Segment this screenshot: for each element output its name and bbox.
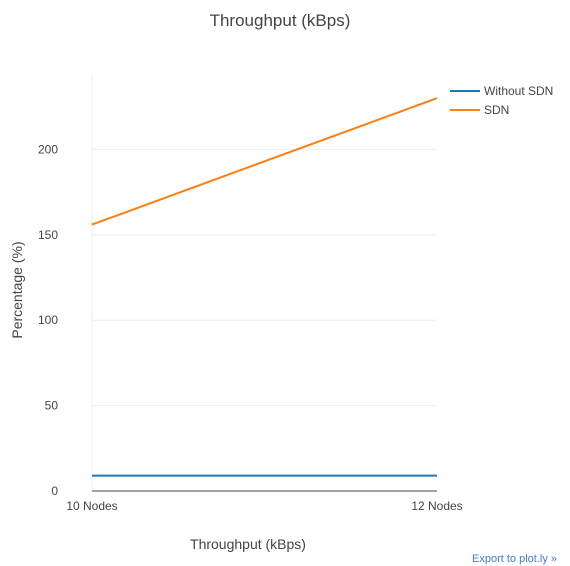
series-line-sdn[interactable] (91, 97, 438, 226)
x-tick-label: 12 Nodes (411, 499, 462, 513)
y-axis-label: Percentage (%) (9, 241, 25, 338)
chart-title: Throughput (kBps) (210, 11, 351, 30)
x-tick-labels: 10 Nodes 12 Nodes (66, 499, 462, 513)
y-tick-label: 100 (38, 313, 58, 327)
y-tick-label: 0 (51, 484, 58, 498)
y-tick-label: 150 (38, 228, 58, 242)
series-lines[interactable] (91, 97, 438, 477)
x-axis-label: Throughput (kBps) (190, 536, 306, 552)
y-tick-label: 50 (45, 399, 59, 413)
gridlines (91, 76, 437, 492)
y-tick-labels: 0 50 100 150 200 (38, 142, 58, 498)
y-tick-label: 200 (38, 142, 58, 156)
x-tick-label: 10 Nodes (66, 499, 117, 513)
legend[interactable]: Without SDN SDN (450, 84, 553, 117)
legend-entry-label[interactable]: SDN (484, 103, 509, 117)
export-plotly-link[interactable]: Export to plot.ly » (472, 553, 557, 565)
legend-entry-label[interactable]: Without SDN (484, 84, 553, 98)
